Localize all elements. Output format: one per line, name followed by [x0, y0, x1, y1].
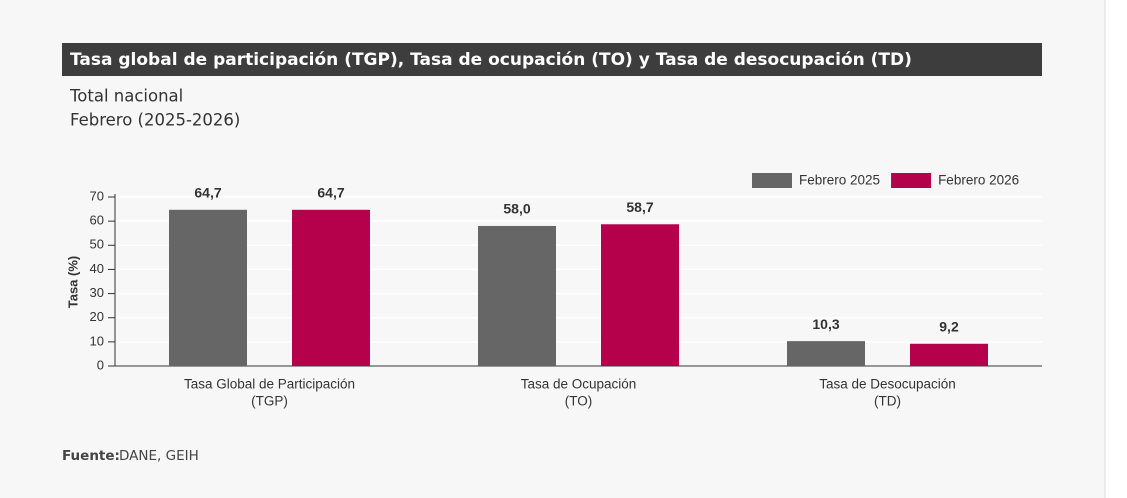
source-label: Fuente: — [62, 448, 120, 464]
value-label: 9,2 — [939, 318, 959, 334]
subtitle: Total nacional — [69, 87, 183, 106]
x-tick-label: (TO) — [565, 394, 593, 409]
y-tick-label: 20 — [90, 309, 104, 324]
subtitle: Febrero (2025-2026) — [70, 111, 240, 130]
y-tick-label: 10 — [90, 333, 104, 348]
x-tick-label: Tasa de Ocupación — [521, 377, 637, 392]
value-label: 58,7 — [626, 199, 653, 215]
x-tick-label: (TD) — [874, 394, 901, 409]
value-label: 58,0 — [503, 201, 530, 217]
legend-label: Febrero 2026 — [938, 173, 1019, 188]
title-bar — [62, 43, 1042, 76]
y-tick-label: 70 — [90, 188, 104, 203]
legend-swatch — [752, 173, 792, 188]
y-tick-label: 30 — [90, 285, 104, 300]
bar — [787, 341, 865, 366]
bar — [169, 209, 247, 366]
legend-swatch — [891, 173, 932, 188]
y-tick-label: 60 — [90, 213, 104, 228]
y-axis-label: Tasa (%) — [65, 256, 80, 309]
bar — [292, 209, 370, 366]
value-label: 10,3 — [812, 316, 839, 332]
value-label: 64,7 — [317, 184, 344, 200]
bar — [478, 225, 556, 366]
bar — [910, 343, 988, 366]
chart-title: Tasa global de participación (TGP), Tasa… — [70, 50, 912, 70]
x-tick-label: (TGP) — [251, 394, 288, 409]
x-tick-label: Tasa de Desocupación — [819, 377, 956, 392]
source-text: DANE, GEIH — [119, 448, 199, 464]
bar — [601, 224, 679, 366]
y-tick-label: 0 — [97, 357, 104, 372]
plot: 0 10 20 30 40 50 60 70 Tasa Global de Participac… — [90, 173, 1042, 409]
y-tick-label: 50 — [90, 237, 104, 252]
legend-label: Febrero 2025 — [799, 173, 880, 188]
right-margin — [1105, 0, 1127, 498]
y-tick-label: 40 — [90, 261, 104, 276]
value-label: 64,7 — [194, 184, 221, 200]
x-tick-label: Tasa Global de Participación — [184, 377, 355, 392]
